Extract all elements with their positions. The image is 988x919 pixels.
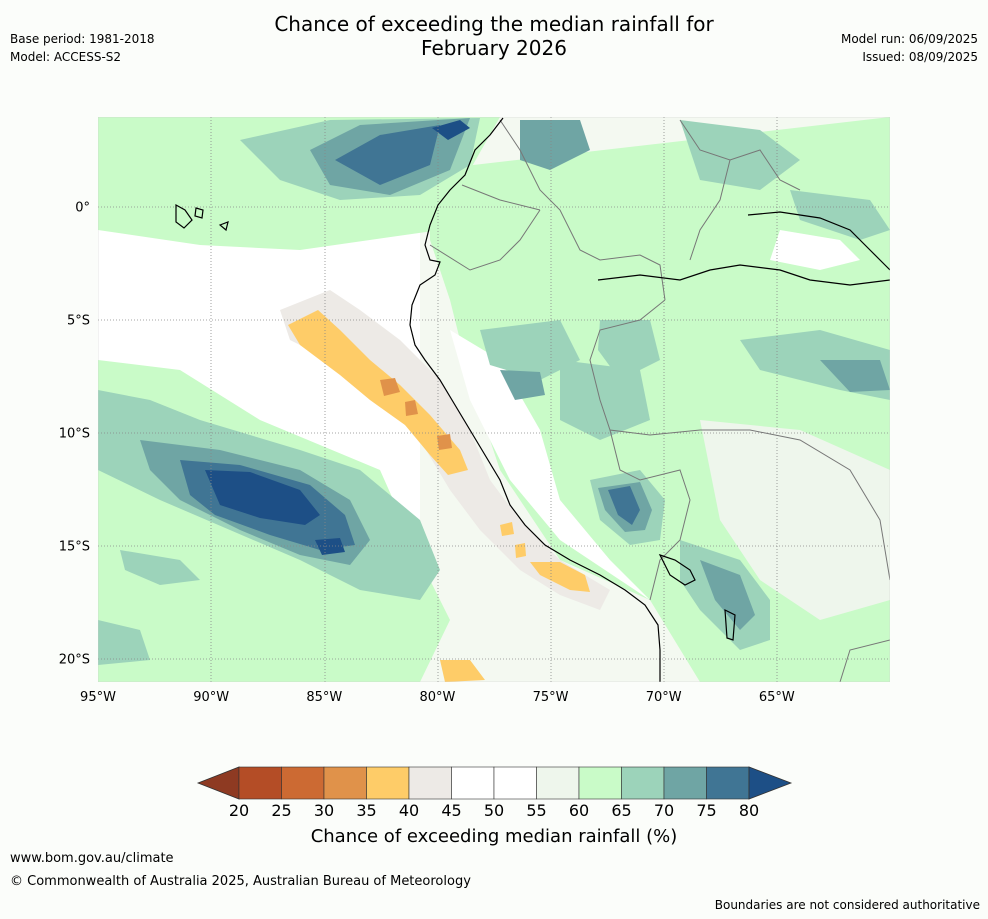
blue-se (608, 486, 640, 525)
issued-date: Issued: 08/09/2025 (862, 50, 978, 64)
dark-blue-sw-1 (205, 470, 320, 525)
teal-se-4 (700, 560, 755, 630)
colorbar-tick-50: 50 (484, 801, 504, 820)
colorbar-bin-4 (408, 766, 452, 800)
lon-label-0: 95°W (80, 690, 116, 705)
orange-dark-3 (437, 434, 452, 450)
colorbar-tick-20: 20 (229, 801, 249, 820)
colorbar-bin-8 (578, 766, 622, 800)
lon-label-5: 70°W (646, 690, 682, 705)
lat-label-1: 5°S (67, 313, 90, 328)
colorbar-tick-35: 35 (356, 801, 376, 820)
colorbar-tick-70: 70 (654, 801, 674, 820)
colorbar-bin-3 (366, 766, 410, 800)
colorbar-bin-5 (451, 766, 495, 800)
base-period: Base period: 1981-2018 (10, 32, 155, 46)
lon-label-3: 80°W (419, 690, 455, 705)
orange-band-1 (288, 310, 468, 475)
colorbar-bin-0 (238, 766, 282, 800)
teal-north-3 (520, 120, 590, 170)
teal-ne-1 (680, 120, 800, 190)
title-line-2: February 2026 (421, 36, 567, 60)
colorbar-bin-9 (621, 766, 665, 800)
teal-mid-4 (500, 370, 545, 400)
orange-band-3 (515, 543, 526, 558)
colorbar-tick-80: 80 (739, 801, 759, 820)
colorbar-tick-25: 25 (271, 801, 291, 820)
meta-right: Model run: 06/09/2025 Issued: 08/09/2025 (841, 30, 978, 66)
orange-dark-2 (405, 400, 418, 416)
lat-label-3: 15°S (59, 539, 90, 554)
colorbar-bin-2 (323, 766, 367, 800)
teal-sw-3 (120, 550, 200, 585)
white-patch-ne (770, 230, 860, 270)
meta-left: Base period: 1981-2018 Model: ACCESS-S2 (10, 30, 155, 66)
map-area (98, 117, 890, 682)
title-line-1: Chance of exceeding the median rainfall … (274, 12, 714, 36)
lon-label-4: 75°W (533, 690, 569, 705)
colorbar-bin-6 (493, 766, 537, 800)
dark-blue-sw-2 (315, 538, 345, 555)
orange-dark-1 (380, 378, 400, 396)
latitude-labels: 0° 5°S 10°S 15°S 20°S (59, 200, 90, 667)
colorbar-tick-60: 60 (569, 801, 589, 820)
colorbar-bin-10 (663, 766, 707, 800)
lat-label-0: 0° (75, 200, 90, 215)
blue-north (335, 125, 440, 185)
colorbar-title: Chance of exceeding median rainfall (%) (310, 826, 678, 847)
colorbar-bin-11 (706, 766, 750, 800)
colorbar-tick-75: 75 (696, 801, 716, 820)
teal-ne-2 (790, 190, 890, 240)
colorbar-tick-30: 30 (314, 801, 334, 820)
lon-label-2: 85°W (306, 690, 342, 705)
orange-band-5 (440, 660, 485, 682)
lon-label-1: 90°W (193, 690, 229, 705)
colorbar-tick-40: 40 (399, 801, 419, 820)
lat-label-2: 10°S (59, 426, 90, 441)
orange-band-4 (530, 562, 590, 592)
colorbar-tick-55: 55 (526, 801, 546, 820)
footer-copyright: © Commonwealth of Australia 2025, Austra… (10, 874, 471, 889)
longitude-labels: 95°W 90°W 85°W 80°W 75°W 70°W 65°W (80, 690, 795, 705)
graticule (98, 117, 890, 682)
model-run: Model run: 06/09/2025 (840, 32, 978, 46)
colorbar-bin-7 (536, 766, 580, 800)
model-name: Model: ACCESS-S2 (10, 50, 122, 64)
footer-note: Boundaries are not considered authoritat… (714, 898, 980, 912)
orange-band-2 (500, 522, 514, 536)
colorbar-bin-1 (281, 766, 325, 800)
map-title: Chance of exceeding the median rainfall … (0, 12, 988, 60)
coastal-white-band (450, 330, 650, 600)
teal-sw-4 (98, 620, 150, 665)
dark-blue-north (432, 120, 470, 140)
colorbar-high-extension (748, 766, 793, 800)
light-land-patch (700, 420, 890, 620)
teal-mid-3 (560, 360, 650, 440)
country-borders (429, 119, 890, 682)
teal-east-2 (820, 360, 890, 392)
colorbar-low-extension (196, 766, 240, 800)
teal-mid-1 (480, 320, 580, 380)
lat-label-4: 20°S (59, 652, 90, 667)
colorbar-tick-65: 65 (611, 801, 631, 820)
lon-label-6: 65°W (759, 690, 795, 705)
teal-mid-2 (598, 320, 660, 380)
colorbar: 20 25 30 35 40 45 50 55 60 65 70 75 80 (196, 766, 793, 820)
coastline (175, 117, 890, 682)
colorbar-tick-45: 45 (441, 801, 461, 820)
footer-url: www.bom.gov.au/climate (10, 851, 174, 866)
